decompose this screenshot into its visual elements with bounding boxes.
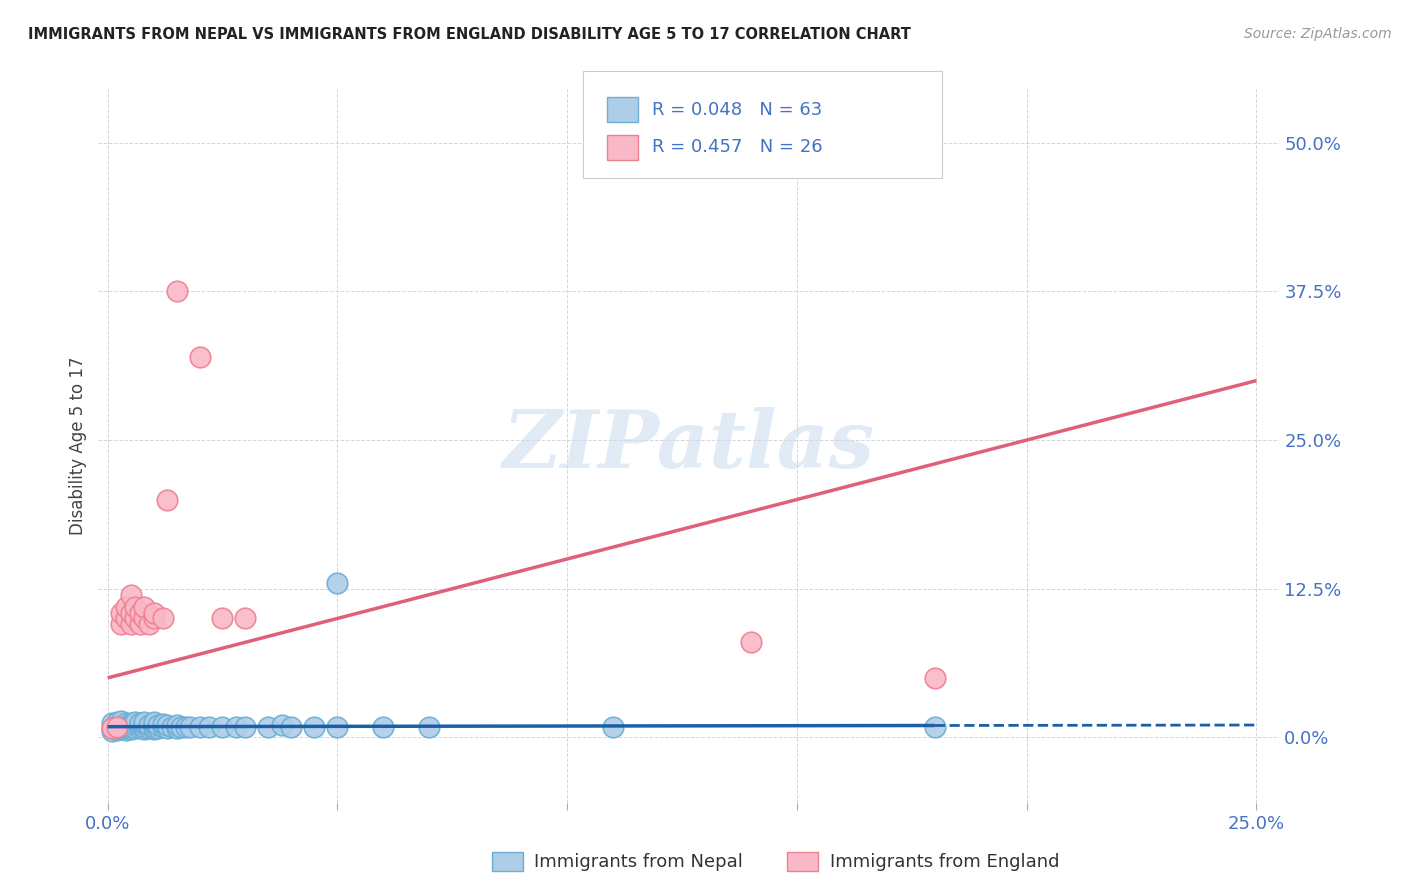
Point [105,714,128,729]
Text: ZIPatlas: ZIPatlas [503,408,875,484]
Point [128,721,150,735]
Point [740,635,762,649]
Point [115,720,138,734]
Point [120,716,142,731]
Point [166,721,188,735]
Point [115,718,138,732]
Point [197,720,219,734]
Point [101,721,124,735]
Point [166,285,188,299]
Point [211,611,233,625]
Text: Immigrants from England: Immigrants from England [830,853,1059,871]
Point [105,721,128,735]
Point [373,720,395,734]
Text: R = 0.457   N = 26: R = 0.457 N = 26 [652,138,823,156]
Point [120,606,142,620]
Point [235,611,257,625]
Point [115,611,138,625]
Point [225,720,247,734]
Point [170,720,193,734]
Point [138,617,160,632]
Point [179,720,201,734]
Point [156,718,179,732]
Point [110,606,132,620]
Point [188,350,211,364]
Point [120,588,142,602]
Point [124,714,146,729]
Point [326,720,349,734]
Point [134,714,156,729]
Point [211,720,233,734]
Point [156,721,179,735]
Point [105,718,128,732]
Point [326,575,349,590]
Point [280,720,302,734]
Point [101,721,124,735]
Point [124,721,146,735]
Text: R = 0.048   N = 63: R = 0.048 N = 63 [652,101,823,119]
Point [142,722,165,736]
Point [128,606,150,620]
Point [128,716,150,731]
Y-axis label: Disability Age 5 to 17: Disability Age 5 to 17 [69,357,87,535]
Point [110,720,132,734]
Point [134,720,156,734]
Point [101,716,124,731]
Point [146,721,169,735]
Point [115,599,138,614]
Point [152,717,174,731]
Point [110,617,132,632]
Point [142,611,165,625]
Point [105,723,128,738]
Point [120,718,142,732]
Point [128,617,150,632]
Point [146,718,169,732]
Point [124,611,146,625]
Point [924,720,946,734]
Point [142,720,165,734]
Point [174,720,197,734]
Point [156,492,179,507]
Point [304,720,326,734]
Point [128,718,150,732]
Point [115,721,138,735]
Point [142,606,165,620]
Point [602,720,624,734]
Point [271,718,294,732]
Point [152,720,174,734]
Point [138,718,160,732]
Point [257,720,280,734]
Point [235,720,257,734]
Text: Source: ZipAtlas.com: Source: ZipAtlas.com [1244,27,1392,41]
Point [105,720,128,734]
Point [120,720,142,734]
Point [115,716,138,731]
Point [134,722,156,736]
Point [142,714,165,729]
Point [110,717,132,731]
Point [110,714,132,728]
Point [134,611,156,625]
Point [115,723,138,738]
Point [188,720,211,734]
Point [418,720,440,734]
Text: IMMIGRANTS FROM NEPAL VS IMMIGRANTS FROM ENGLAND DISABILITY AGE 5 TO 17 CORRELAT: IMMIGRANTS FROM NEPAL VS IMMIGRANTS FROM… [28,27,911,42]
Point [124,599,146,614]
Point [152,611,174,625]
Point [120,617,142,632]
Point [124,718,146,732]
Point [166,718,188,732]
Point [142,717,165,731]
Point [138,721,160,735]
Point [134,599,156,614]
Point [120,722,142,736]
Point [160,720,183,734]
Text: Immigrants from Nepal: Immigrants from Nepal [534,853,744,871]
Point [110,722,132,736]
Point [134,717,156,731]
Point [924,671,946,685]
Point [101,724,124,739]
